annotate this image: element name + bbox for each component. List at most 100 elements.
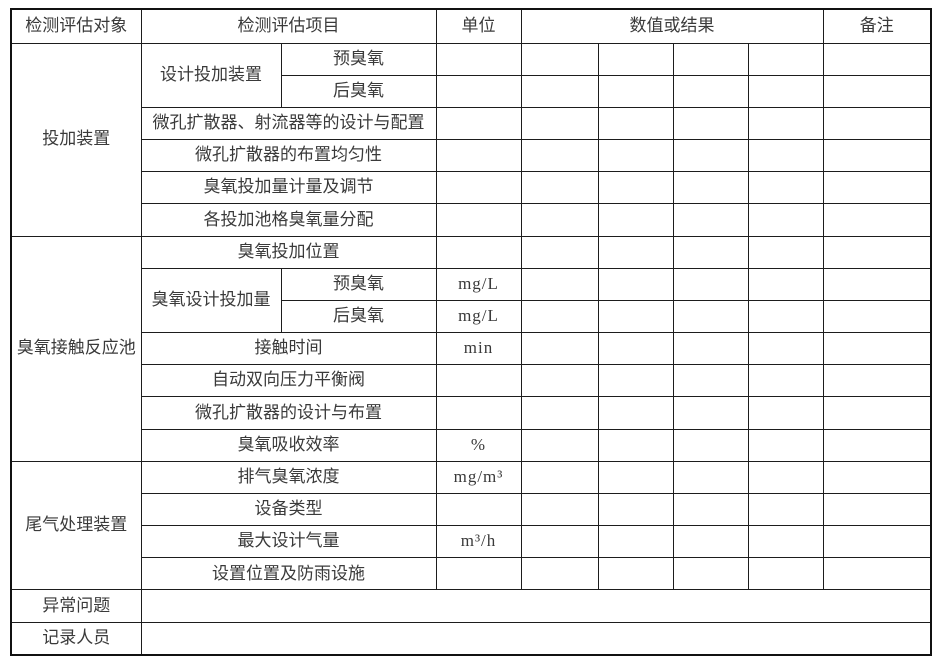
result-cell [597, 557, 674, 591]
subitem-post-ozone: 后臭氧 [280, 299, 437, 334]
result-cell [597, 139, 674, 173]
section-label-contact-tank: 臭氧接触反应池 [10, 235, 142, 462]
table-row: 最大设计气量 m³/h [11, 525, 932, 559]
subitem-pre-ozone: 预臭氧 [280, 42, 437, 76]
result-cell [672, 525, 749, 559]
remark-cell [822, 460, 932, 494]
result-cell [672, 460, 749, 494]
remark-cell [822, 139, 932, 173]
item-design-dosing-device: 设计投加装置 [140, 42, 282, 108]
table-row: 臭氧设计投加量 预臭氧 mg/L [11, 267, 932, 334]
item-balance-valve: 自动双向压力平衡阀 [140, 364, 437, 398]
result-cell [672, 74, 749, 108]
item-absorption-efficiency: 臭氧吸收效率 [140, 428, 437, 462]
table-row: 各投加池格臭氧量分配 [11, 203, 932, 237]
result-cell [520, 492, 599, 527]
remark-cell [822, 299, 932, 334]
evaluation-form-table: 检测评估对象 检测评估项目 单位 数值或结果 备注 投加装置 设计投加装置 预臭… [10, 8, 932, 656]
result-cell [747, 42, 824, 76]
remark-cell [822, 396, 932, 430]
table-row: 微孔扩散器的布置均匀性 [11, 139, 932, 173]
result-cell [597, 74, 674, 108]
table-header-row: 检测评估对象 检测评估项目 单位 数值或结果 备注 [10, 8, 932, 44]
remark-cell [822, 492, 932, 527]
result-cell [597, 460, 674, 494]
result-cell [520, 139, 599, 173]
remark-cell [822, 203, 932, 237]
header-item: 检测评估项目 [140, 8, 437, 44]
unit-cell [435, 203, 522, 237]
header-object: 检测评估对象 [10, 8, 142, 44]
result-cell [672, 171, 749, 205]
result-cell [747, 428, 824, 462]
result-cell [520, 332, 599, 366]
label-abnormal-issues: 异常问题 [10, 589, 142, 623]
remark-cell [822, 235, 932, 269]
result-cell [747, 525, 824, 559]
result-cell [747, 557, 824, 591]
result-cell [672, 203, 749, 237]
result-cell [597, 492, 674, 527]
result-cell [672, 299, 749, 334]
item-diffuser-config: 微孔扩散器、射流器等的设计与配置 [140, 106, 437, 141]
remark-cell [822, 332, 932, 366]
result-cell [520, 74, 599, 108]
result-cell [672, 492, 749, 527]
result-cell [672, 106, 749, 141]
table-row: 记录人员 [10, 621, 932, 656]
result-cell [747, 396, 824, 430]
section-label-tail-gas: 尾气处理装置 [10, 460, 142, 591]
result-cell [520, 171, 599, 205]
table-row: 自动双向压力平衡阀 [11, 364, 932, 398]
unit-cell [435, 396, 522, 430]
result-cell [597, 235, 674, 269]
result-cell [597, 364, 674, 398]
result-cell [597, 203, 674, 237]
result-cell [747, 139, 824, 173]
table-row: 尾气处理装置 排气臭氧浓度 mg/m³ [10, 460, 932, 591]
unit-cell [435, 42, 522, 76]
result-cell [597, 42, 674, 76]
unit-cell [435, 171, 522, 205]
subitem-post-ozone: 后臭氧 [280, 74, 437, 108]
result-cell [672, 267, 749, 301]
result-cell [747, 267, 824, 301]
result-cell [520, 235, 599, 269]
result-cell [672, 235, 749, 269]
result-cell [747, 492, 824, 527]
result-cell [520, 106, 599, 141]
result-cell [597, 332, 674, 366]
remark-cell [822, 267, 932, 301]
result-cell [747, 332, 824, 366]
item-dose-distribution: 各投加池格臭氧量分配 [140, 203, 437, 237]
table-row: 设置位置及防雨设施 [11, 557, 932, 591]
remark-cell [822, 525, 932, 559]
item-contact-time: 接触时间 [140, 332, 437, 366]
result-cell [520, 396, 599, 430]
item-exhaust-concentration: 排气臭氧浓度 [140, 460, 437, 494]
result-cell [597, 267, 674, 301]
remark-cell [822, 171, 932, 205]
result-cell [747, 171, 824, 205]
result-cell [520, 525, 599, 559]
header-remark: 备注 [822, 8, 932, 44]
result-cell [672, 396, 749, 430]
unit-mg-per-L: mg/L [435, 267, 522, 301]
result-cell [597, 525, 674, 559]
unit-min: min [435, 332, 522, 366]
result-cell [672, 557, 749, 591]
result-cell [747, 364, 824, 398]
unit-cell [435, 106, 522, 141]
result-cell [672, 428, 749, 462]
table-row: 投加装置 设计投加装置 预臭氧 [10, 42, 932, 237]
result-cell [597, 428, 674, 462]
result-cell [520, 460, 599, 494]
result-cell [597, 106, 674, 141]
unit-mg-per-L: mg/L [435, 299, 522, 334]
result-cell [747, 74, 824, 108]
result-cell [672, 42, 749, 76]
result-cell [747, 106, 824, 141]
remark-cell [822, 42, 932, 76]
subitem-pre-ozone: 预臭氧 [280, 267, 437, 301]
